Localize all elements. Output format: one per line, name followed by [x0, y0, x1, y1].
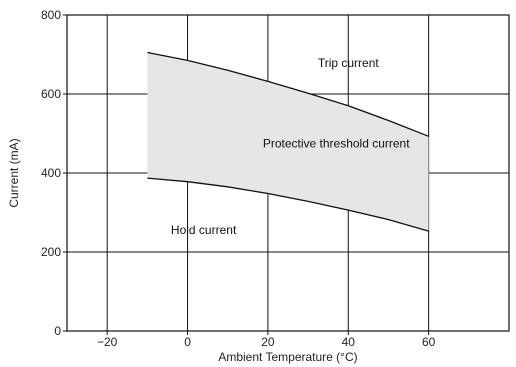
annotation-0: Trip current	[318, 56, 380, 70]
y-tick-label-0: 0	[54, 324, 61, 338]
annotation-2: Hold current	[171, 223, 237, 237]
y-tick-label-2: 400	[41, 166, 61, 180]
series-line-0	[147, 51, 429, 137]
annotations: Trip current Protective threshold current…	[171, 56, 410, 237]
x-tick-label-2: 20	[261, 335, 275, 349]
protective-threshold-band	[147, 52, 429, 232]
x-axis-label: Ambient Temperature (°C)	[218, 350, 357, 364]
annotation-1: Protective threshold current	[263, 136, 410, 150]
x-tick-label-4: 60	[422, 335, 436, 349]
series-lines	[147, 51, 429, 232]
x-tick-label-0: −20	[97, 335, 118, 349]
x-tick-label-1: 0	[184, 335, 191, 349]
y-tick-label-4: 800	[41, 8, 61, 22]
series-line-1	[147, 177, 429, 232]
y-tick-label-3: 600	[41, 87, 61, 101]
y-tick-label-1: 200	[41, 245, 61, 259]
y-axis-label: Current (mA)	[7, 138, 21, 207]
x-tick-label-3: 40	[342, 335, 356, 349]
